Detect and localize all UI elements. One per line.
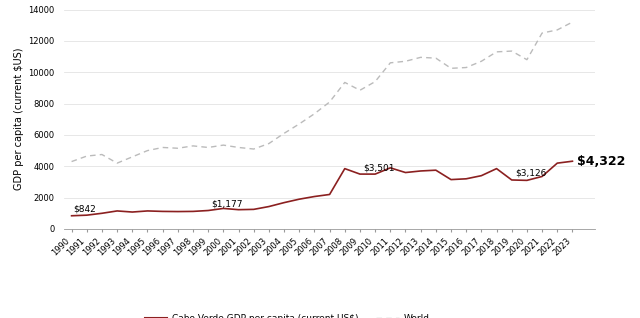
Text: $3,126: $3,126: [515, 169, 546, 178]
Text: $842: $842: [73, 205, 96, 214]
Text: $3,501: $3,501: [363, 163, 394, 172]
Legend: Cabo Verde GDP per capita (current US$), World: Cabo Verde GDP per capita (current US$),…: [141, 310, 433, 318]
Text: $1,177: $1,177: [211, 199, 243, 209]
Y-axis label: GDP per capita (current $US): GDP per capita (current $US): [14, 48, 24, 190]
Text: $4,322: $4,322: [577, 155, 625, 168]
